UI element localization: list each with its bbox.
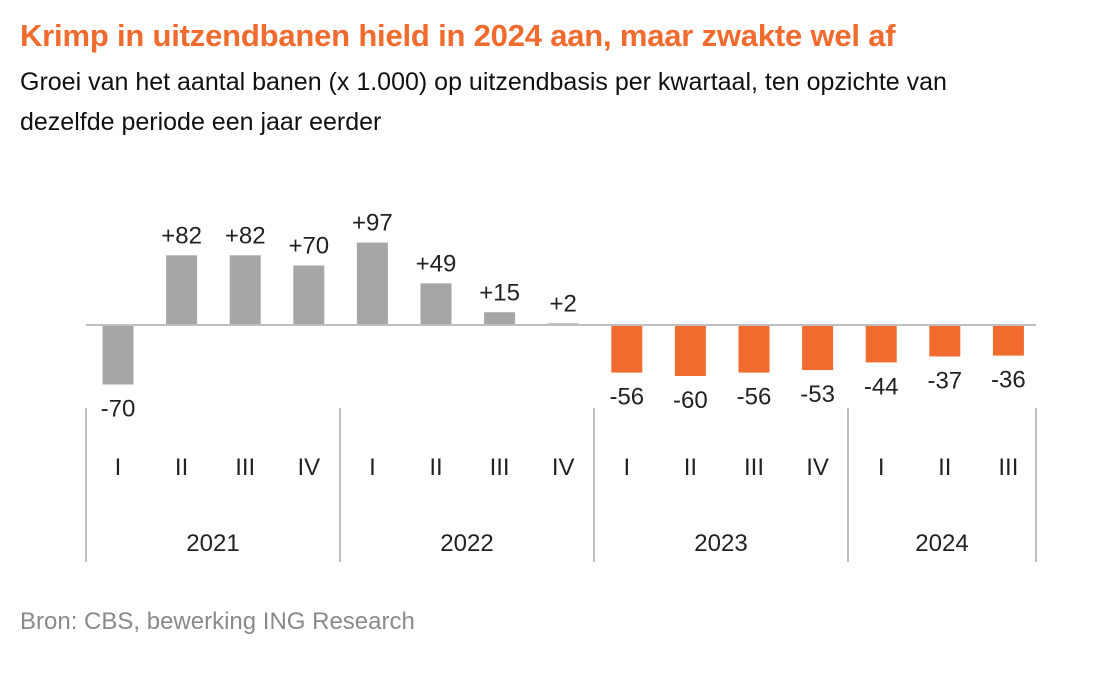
bar: [929, 325, 961, 357]
bar: [865, 325, 897, 363]
bar: [484, 312, 516, 325]
bar: [102, 325, 134, 385]
data-label: -56: [737, 384, 772, 411]
quarter-tick-label: II: [429, 454, 442, 481]
data-label: +82: [225, 222, 266, 249]
data-label: +70: [288, 233, 329, 260]
quarter-tick-label: I: [623, 454, 630, 481]
year-label: 2023: [694, 530, 747, 557]
data-label: -70: [101, 396, 136, 423]
quarter-tick-label: III: [744, 454, 764, 481]
data-label: +15: [479, 279, 520, 306]
quarter-tick-label: II: [684, 454, 697, 481]
bar: [166, 255, 198, 325]
bar-chart: -70 +82 +82 +70 +97 +49 +15 +2 -56 -60 -56 -53 -44 -3…: [85, 210, 1037, 562]
quarter-tick-label: IV: [297, 454, 320, 481]
bar: [356, 242, 388, 325]
quarter-tick-label: III: [490, 454, 510, 481]
chart-subtitle: Groei van het aantal banen (x 1.000) op …: [20, 68, 947, 136]
bar: [611, 325, 643, 373]
data-label: -56: [609, 384, 644, 411]
source-note: Bron: CBS, bewerking ING Research: [20, 608, 415, 635]
quarter-tick-label: IV: [552, 454, 575, 481]
data-label: -53: [800, 381, 835, 408]
quarter-tick-label: III: [235, 454, 255, 481]
quarter-tick-label: I: [115, 454, 122, 481]
bar: [802, 325, 834, 371]
bar: [293, 265, 325, 325]
quarter-tick-label: II: [175, 454, 188, 481]
data-label: -37: [927, 367, 962, 394]
quarter-tick-label: I: [878, 454, 885, 481]
data-label: +97: [352, 210, 393, 237]
bar: [229, 255, 261, 325]
data-label: -36: [991, 367, 1026, 394]
data-label: +49: [416, 250, 457, 277]
year-label: 2022: [440, 530, 493, 557]
data-label: -60: [673, 387, 708, 414]
bar: [420, 283, 452, 325]
quarter-tick-label: I: [369, 454, 376, 481]
data-label: -44: [864, 373, 899, 400]
year-label: 2021: [186, 530, 239, 557]
quarter-tick-label: IV: [806, 454, 829, 481]
chart-title: Krimp in uitzendbanen hield in 2024 aan,…: [20, 18, 896, 53]
quarter-tick-label: II: [938, 454, 951, 481]
year-label: 2024: [915, 530, 968, 557]
bar: [992, 325, 1024, 356]
data-label: +82: [161, 222, 202, 249]
bar: [738, 325, 770, 373]
bar: [674, 325, 706, 376]
quarter-tick-label: III: [998, 454, 1018, 481]
data-label: +2: [550, 290, 577, 317]
